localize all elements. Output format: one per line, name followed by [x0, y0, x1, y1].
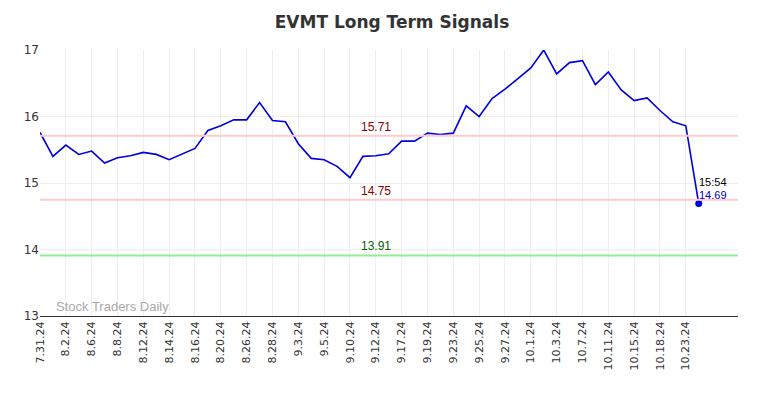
- svg-text:8.28.24: 8.28.24: [266, 321, 279, 363]
- svg-text:9.5.24: 9.5.24: [318, 321, 331, 356]
- svg-text:Stock Traders Daily: Stock Traders Daily: [56, 299, 169, 314]
- svg-text:9.27.24: 9.27.24: [499, 321, 512, 363]
- svg-text:8.16.24: 8.16.24: [189, 321, 202, 363]
- svg-text:8.26.24: 8.26.24: [240, 321, 253, 363]
- svg-text:15:54: 15:54: [699, 176, 727, 188]
- svg-text:9.17.24: 9.17.24: [395, 321, 408, 363]
- svg-text:9.3.24: 9.3.24: [292, 321, 305, 356]
- svg-text:EVMT Long Term Signals: EVMT Long Term Signals: [275, 12, 510, 32]
- svg-text:8.6.24: 8.6.24: [85, 321, 98, 356]
- svg-text:9.23.24: 9.23.24: [447, 321, 460, 363]
- svg-text:14: 14: [24, 243, 39, 257]
- svg-text:8.2.24: 8.2.24: [59, 321, 72, 356]
- svg-text:9.12.24: 9.12.24: [369, 321, 382, 363]
- svg-text:15: 15: [24, 176, 39, 190]
- svg-text:10.1.24: 10.1.24: [524, 321, 537, 363]
- svg-text:8.14.24: 8.14.24: [163, 321, 176, 363]
- svg-text:9.19.24: 9.19.24: [421, 321, 434, 363]
- svg-text:10.11.24: 10.11.24: [602, 321, 615, 370]
- svg-text:9.10.24: 9.10.24: [344, 321, 357, 363]
- svg-text:16: 16: [24, 110, 39, 124]
- svg-text:14.75: 14.75: [361, 184, 391, 198]
- svg-text:10.15.24: 10.15.24: [628, 321, 641, 370]
- svg-text:17: 17: [24, 43, 39, 57]
- svg-text:15.71: 15.71: [361, 120, 391, 134]
- svg-text:10.23.24: 10.23.24: [679, 321, 692, 370]
- svg-text:9.25.24: 9.25.24: [473, 321, 486, 363]
- svg-text:8.12.24: 8.12.24: [137, 321, 150, 363]
- svg-text:10.18.24: 10.18.24: [654, 321, 667, 370]
- svg-text:13: 13: [24, 309, 39, 323]
- svg-text:13.91: 13.91: [361, 239, 391, 253]
- svg-text:10.3.24: 10.3.24: [550, 321, 563, 363]
- svg-text:8.8.24: 8.8.24: [111, 321, 124, 356]
- svg-text:14.69: 14.69: [699, 189, 727, 201]
- svg-text:10.7.24: 10.7.24: [576, 321, 589, 363]
- svg-text:8.20.24: 8.20.24: [214, 321, 227, 363]
- svg-text:7.31.24: 7.31.24: [34, 321, 47, 363]
